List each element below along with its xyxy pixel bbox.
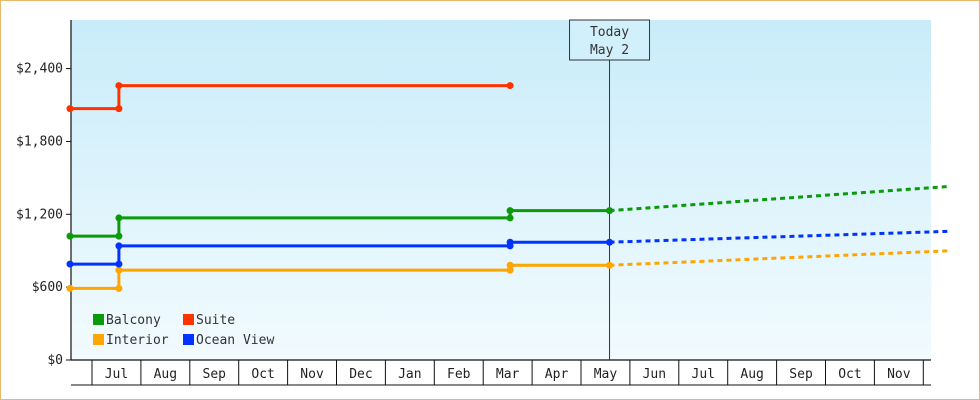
data-point-balcony <box>506 207 514 215</box>
y-tick-label: $1,800 <box>16 134 63 149</box>
x-tick-label: Jul <box>692 367 715 382</box>
legend-swatch-ocean-view <box>183 334 194 345</box>
today-marker: Today May 2 <box>569 19 651 360</box>
x-tick-label: Dec <box>349 367 372 382</box>
data-point-balcony <box>606 207 614 215</box>
x-tick-label: Nov <box>887 367 911 382</box>
legend-label-suite: Suite <box>196 313 235 328</box>
data-point-interior <box>606 261 614 269</box>
legend-label-interior: Interior <box>106 333 169 348</box>
data-point-balcony <box>506 214 514 222</box>
x-tick-label: May <box>594 367 618 382</box>
x-tick-label: Aug <box>740 367 763 382</box>
legend-swatch-balcony <box>93 314 104 325</box>
series-line-suite <box>70 84 511 111</box>
data-point-suite <box>115 105 123 113</box>
data-point-ocean-view <box>606 238 614 246</box>
data-point-suite <box>506 82 514 90</box>
data-point-interior <box>506 261 514 269</box>
data-point-balcony <box>115 214 123 222</box>
data-point-interior <box>115 266 123 274</box>
series-line-balcony <box>70 209 610 238</box>
plot-area <box>71 20 931 360</box>
series-line-interior <box>70 263 610 290</box>
today-label: Today <box>590 25 629 40</box>
y-tick-label: $2,400 <box>16 62 63 77</box>
x-tick-label: Jul <box>105 367 128 382</box>
x-tick-label: Oct <box>251 367 274 382</box>
forecast-line-balcony <box>609 184 951 213</box>
x-tick-label: Oct <box>838 367 861 382</box>
x-tick-label: Feb <box>447 367 471 382</box>
legend-label-balcony: Balcony <box>106 313 161 328</box>
x-tick-label: Jun <box>643 367 666 382</box>
data-point-interior <box>506 266 514 274</box>
x-tick-label: Apr <box>545 367 569 382</box>
today-date: May 2 <box>590 43 629 58</box>
x-tick-label: Aug <box>154 367 177 382</box>
data-point-ocean-view <box>66 260 74 268</box>
x-tick-label: Sep <box>789 367 813 382</box>
x-tick-label: Jan <box>398 367 421 382</box>
legend-swatch-suite <box>183 314 194 325</box>
y-tick-label: $0 <box>47 353 63 368</box>
data-point-interior <box>115 284 123 292</box>
data-point-ocean-view <box>115 260 123 268</box>
legend-label-ocean-view: Ocean View <box>196 333 274 348</box>
x-tick-label: Sep <box>203 367 227 382</box>
data-point-interior <box>66 284 74 292</box>
x-tick-label: Mar <box>496 367 520 382</box>
forecast-line-ocean-view <box>609 229 951 244</box>
series-group <box>66 82 951 292</box>
data-point-balcony <box>66 232 74 240</box>
data-point-ocean-view <box>506 238 514 246</box>
data-point-suite <box>66 105 74 113</box>
data-point-balcony <box>115 232 123 240</box>
data-point-suite <box>115 82 123 90</box>
legend-swatch-interior <box>93 334 104 345</box>
axes: $0 $600 $1,200 $1,800 $2,400 Jul Aug Sep Oct Nov D… <box>16 20 931 386</box>
y-tick-label: $600 <box>32 280 63 295</box>
forecast-line-interior <box>609 249 951 267</box>
x-tick-label: Nov <box>300 367 324 382</box>
today-box <box>569 19 651 61</box>
y-tick-label: $1,200 <box>16 207 63 222</box>
data-point-ocean-view <box>115 242 123 250</box>
legend: Balcony Suite Interior Ocean View <box>93 313 274 348</box>
series-line-ocean-view <box>70 240 610 266</box>
